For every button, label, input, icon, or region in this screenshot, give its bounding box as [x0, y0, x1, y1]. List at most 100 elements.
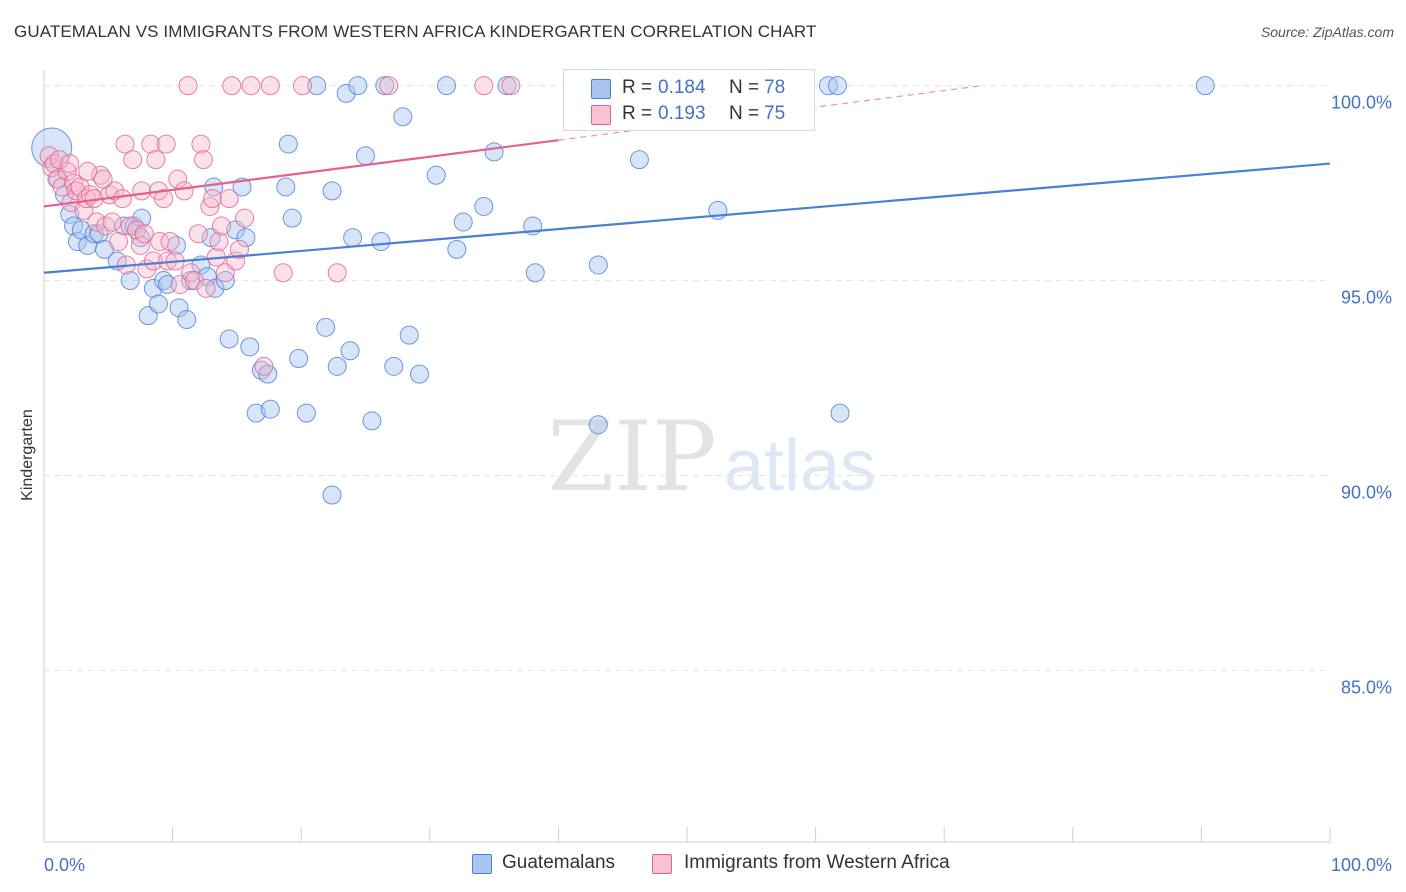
point-western-africa: [222, 76, 242, 96]
point-western-africa: [76, 189, 96, 209]
point-guatemalan: [276, 177, 296, 197]
point-western-africa: [57, 161, 77, 181]
watermark: ZIP atlas: [547, 401, 876, 513]
point-western-africa: [143, 251, 163, 271]
point-western-africa: [209, 232, 229, 252]
point-western-africa: [160, 232, 180, 252]
point-western-africa: [154, 189, 174, 209]
point-western-africa: [93, 169, 113, 189]
point-western-africa: [241, 76, 261, 96]
point-guatemalan: [289, 349, 309, 369]
point-guatemalan: [322, 181, 342, 201]
point-western-africa: [78, 161, 98, 181]
gridlines: [44, 85, 1330, 671]
point-guatemalan: [410, 364, 430, 384]
r-label: R =: [622, 103, 653, 124]
point-guatemalan: [120, 271, 140, 291]
x-tick-label-end: 100.0%: [1331, 855, 1392, 875]
series-western-africa: [39, 76, 521, 376]
point-guatemalan: [1195, 76, 1215, 96]
point-guatemalan: [246, 403, 266, 423]
point-guatemalan: [830, 403, 850, 423]
point-guatemalan: [148, 294, 168, 314]
point-guatemalan: [67, 232, 87, 252]
point-guatemalan: [236, 228, 256, 248]
point-guatemalan: [356, 146, 375, 166]
point-western-africa: [219, 189, 239, 209]
legend: Guatemalans Immigrants from Western Afri…: [0, 852, 1406, 878]
point-guatemalan: [340, 341, 360, 361]
tick-labels: 100.0% 95.0% 90.0% 85.0% 0.0% 100.0%: [44, 93, 1392, 875]
r-value: 0.184: [658, 77, 706, 98]
point-guatemalan: [336, 83, 356, 103]
swatch-blue: [591, 79, 611, 99]
source-label: Source: ZipAtlas.com: [1260, 24, 1394, 40]
point-guatemalan: [84, 224, 104, 244]
point-western-africa: [115, 134, 135, 154]
stats-row-guatemalans: R = 0.184 N = 78: [564, 75, 814, 101]
point-western-africa: [134, 224, 154, 244]
point-guatemalan: [307, 76, 327, 96]
point-western-africa: [379, 76, 399, 96]
n-value: 75: [764, 103, 786, 124]
point-guatemalan: [89, 224, 109, 244]
point-western-africa: [254, 356, 274, 376]
x-tick-label-start: 0.0%: [44, 855, 85, 875]
point-western-africa: [188, 224, 208, 244]
point-western-africa: [146, 150, 166, 170]
point-western-africa: [273, 263, 293, 283]
trend-line-guatemalans: [43, 162, 1331, 274]
point-guatemalan: [437, 76, 457, 96]
point-guatemalan: [316, 317, 336, 337]
point-western-africa: [501, 76, 521, 96]
y-tick-label: 85.0%: [1341, 677, 1392, 697]
trend-line-western-africa: [43, 139, 559, 208]
point-guatemalan: [278, 134, 298, 154]
point-guatemalan: [525, 263, 545, 283]
legend-label: Immigrants from Western Africa: [684, 852, 950, 873]
point-guatemalan: [426, 165, 446, 185]
point-guatemalan: [371, 232, 391, 252]
point-western-africa: [112, 189, 132, 209]
point-guatemalan: [215, 271, 235, 291]
point-guatemalan: [384, 356, 404, 376]
point-western-africa: [132, 181, 152, 201]
point-western-africa: [156, 134, 176, 154]
point-guatemalan: [219, 329, 239, 349]
legend-label: Guatemalans: [502, 852, 616, 873]
point-western-africa: [102, 212, 122, 232]
point-western-africa: [123, 150, 143, 170]
point-western-africa: [292, 76, 312, 96]
watermark-zip: ZIP: [547, 401, 716, 513]
point-western-africa: [87, 212, 107, 232]
point-guatemalan: [132, 208, 152, 228]
stats-box: R = 0.184 N = 78 R = 0.193 N = 75: [563, 69, 815, 131]
point-western-africa: [109, 232, 129, 252]
point-guatemalan: [588, 255, 608, 275]
point-guatemalan: [629, 150, 649, 170]
point-guatemalan: [240, 337, 260, 357]
point-western-africa: [150, 232, 170, 252]
point-western-africa: [211, 216, 231, 236]
point-guatemalan: [447, 239, 467, 259]
point-guatemalan: [260, 399, 280, 419]
y-tick-label: 100.0%: [1331, 93, 1392, 113]
point-western-africa: [202, 189, 222, 209]
point-guatemalan: [177, 310, 197, 330]
point-western-africa: [60, 154, 80, 174]
axes: [43, 70, 1331, 843]
point-guatemalan: [348, 76, 368, 96]
swatch-pink: [591, 105, 611, 125]
point-western-africa: [105, 181, 125, 201]
n-label: N =: [729, 103, 760, 124]
point-guatemalan: [143, 278, 163, 298]
point-guatemalan: [827, 76, 847, 96]
n-label: N =: [729, 77, 760, 98]
point-western-africa: [174, 181, 194, 201]
point-western-africa: [178, 76, 198, 96]
chart-title: GUATEMALAN VS IMMIGRANTS FROM WESTERN AF…: [14, 22, 817, 41]
point-western-africa: [130, 235, 150, 255]
point-western-africa: [260, 76, 280, 96]
point-guatemalan: [296, 403, 316, 423]
point-guatemalan: [327, 356, 347, 376]
